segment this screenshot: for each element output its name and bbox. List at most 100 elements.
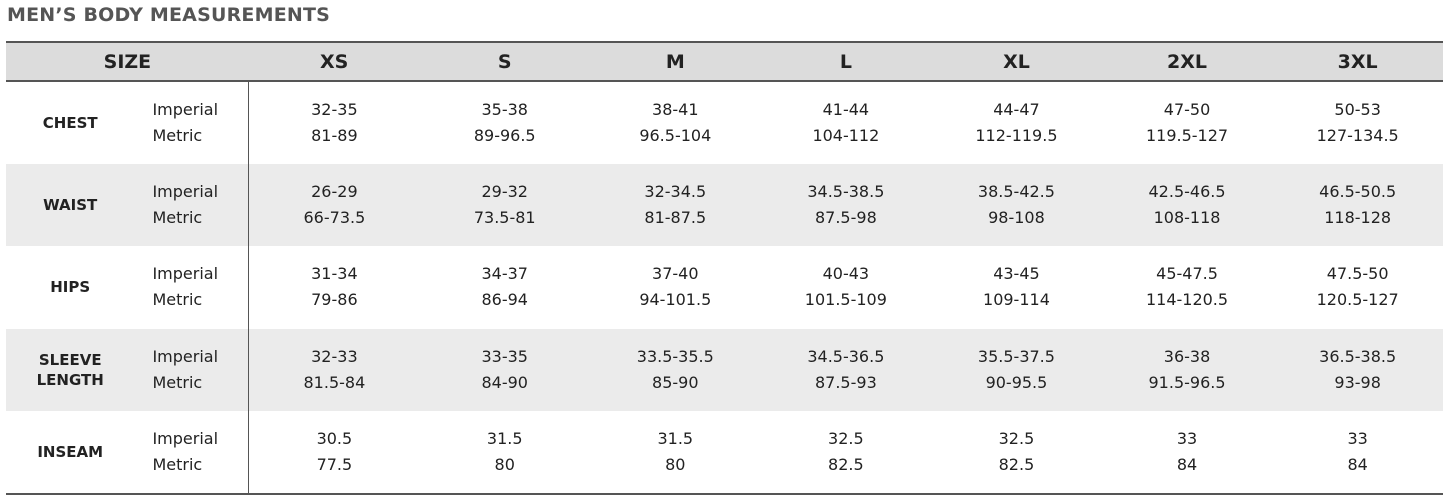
metric-value: 89-96.5 bbox=[473, 125, 536, 145]
table-cell: 31-34 79-86 bbox=[249, 246, 420, 329]
imperial-value: 47.5-50 bbox=[1326, 264, 1389, 284]
category-label: HIPS bbox=[50, 278, 91, 297]
metric-value: 84-90 bbox=[481, 373, 528, 393]
unit-imperial-label: Imperial bbox=[152, 99, 219, 119]
metric-value: 94-101.5 bbox=[639, 290, 712, 310]
imperial-value: 36-38 bbox=[1163, 347, 1211, 367]
imperial-value: 46.5-50.5 bbox=[1319, 181, 1397, 201]
size-header-l: L bbox=[760, 41, 932, 82]
imperial-value: 33.5-35.5 bbox=[636, 347, 714, 367]
imperial-value: 33-35 bbox=[481, 347, 528, 367]
size-chart-table-container: SIZE XS S M L XL 2XL 3XL CHEST Imperial … bbox=[6, 41, 1443, 495]
imperial-value: 35-38 bbox=[481, 99, 528, 119]
metric-value: 112-119.5 bbox=[975, 125, 1058, 145]
table-cell: 38.5-42.5 98-108 bbox=[931, 163, 1102, 247]
category-label-line: LENGTH bbox=[36, 371, 104, 390]
imperial-value: 42.5-46.5 bbox=[1148, 181, 1226, 201]
metric-value: 79-86 bbox=[311, 290, 358, 310]
metric-value: 85-90 bbox=[652, 373, 699, 393]
table-cell: 47.5-50 120.5-127 bbox=[1272, 246, 1443, 329]
metric-value: 120.5-127 bbox=[1316, 290, 1399, 310]
table-cell: 34.5-36.5 87.5-93 bbox=[760, 328, 932, 412]
table-cell: 40-43 101.5-109 bbox=[761, 246, 932, 329]
imperial-value: 34-37 bbox=[481, 264, 528, 284]
unit-labels: Imperial Metric bbox=[134, 163, 250, 247]
table-cell: 33.5-35.5 85-90 bbox=[590, 328, 761, 412]
table-row-chest: CHEST Imperial Metric 32-35 81-89 35-38 89… bbox=[6, 81, 1443, 164]
size-header-2xl: 2XL bbox=[1101, 41, 1273, 82]
imperial-value: 40-43 bbox=[822, 264, 870, 284]
table-cell: 43-45 109-114 bbox=[931, 246, 1102, 329]
imperial-value: 32.5 bbox=[828, 429, 864, 449]
metric-value: 81.5-84 bbox=[303, 373, 366, 393]
table-row-waist: WAIST Imperial Metric 26-29 66-73.5 29-32… bbox=[6, 163, 1443, 247]
table-cell: 37-40 94-101.5 bbox=[590, 246, 761, 329]
metric-value: 86-94 bbox=[481, 290, 528, 310]
imperial-value: 44-47 bbox=[993, 99, 1040, 119]
metric-value: 118-128 bbox=[1324, 207, 1392, 227]
metric-value: 73.5-81 bbox=[473, 207, 536, 227]
imperial-value: 31-34 bbox=[311, 264, 358, 284]
table-cell: 34-37 86-94 bbox=[419, 246, 590, 329]
unit-imperial-label: Imperial bbox=[152, 347, 219, 367]
table-cell: 33-35 84-90 bbox=[419, 328, 590, 412]
metric-value: 81-89 bbox=[311, 125, 358, 145]
metric-value: 101.5-109 bbox=[804, 290, 887, 310]
metric-value: 98-108 bbox=[988, 207, 1045, 227]
unit-labels: Imperial Metric bbox=[134, 411, 250, 495]
metric-value: 84 bbox=[1176, 455, 1198, 475]
size-header-label: SIZE bbox=[6, 41, 249, 82]
imperial-value: 31.5 bbox=[657, 429, 694, 449]
table-cell: 33 84 bbox=[1101, 411, 1273, 495]
table-cell: 46.5-50.5 118-128 bbox=[1272, 163, 1443, 247]
table-cell: 26-29 66-73.5 bbox=[248, 163, 420, 247]
size-chart-table: SIZE XS S M L XL 2XL 3XL CHEST Imperial … bbox=[6, 41, 1443, 495]
table-cell: 31.5 80 bbox=[419, 411, 590, 495]
table-cell: 34.5-38.5 87.5-98 bbox=[760, 163, 932, 247]
imperial-value: 37-40 bbox=[652, 264, 699, 284]
unit-metric-label: Metric bbox=[152, 373, 203, 393]
table-cell: 44-47 112-119.5 bbox=[931, 81, 1102, 164]
table-cell: 36-38 91.5-96.5 bbox=[1101, 328, 1273, 412]
unit-labels: Imperial Metric bbox=[134, 246, 250, 329]
metric-value: 108-118 bbox=[1153, 207, 1221, 227]
category-label: WAIST bbox=[6, 163, 135, 247]
imperial-value: 34.5-38.5 bbox=[807, 181, 885, 201]
imperial-value: 47-50 bbox=[1163, 99, 1211, 119]
unit-metric-label: Metric bbox=[152, 290, 203, 310]
metric-value: 127-134.5 bbox=[1316, 125, 1399, 145]
size-header-m: M bbox=[590, 41, 761, 82]
table-cell: 29-32 73.5-81 bbox=[419, 163, 590, 247]
unit-metric-label: Metric bbox=[152, 125, 203, 145]
table-cell: 36.5-38.5 93-98 bbox=[1272, 328, 1443, 412]
table-cell: 50-53 127-134.5 bbox=[1272, 81, 1443, 164]
table-row-hips: HIPS Imperial Metric 31-34 79-86 34-37 86-… bbox=[6, 246, 1443, 329]
imperial-value: 50-53 bbox=[1334, 99, 1381, 119]
table-cell: 32-35 81-89 bbox=[249, 81, 420, 164]
table-cell: 35.5-37.5 90-95.5 bbox=[931, 328, 1102, 412]
unit-imperial-label: Imperial bbox=[152, 181, 219, 201]
imperial-value: 34.5-36.5 bbox=[807, 347, 885, 367]
metric-value: 82.5 bbox=[998, 455, 1035, 475]
metric-value: 66-73.5 bbox=[303, 207, 366, 227]
table-cell: 33 84 bbox=[1272, 411, 1443, 495]
imperial-value: 45-47.5 bbox=[1156, 264, 1218, 284]
unit-metric-label: Metric bbox=[152, 455, 203, 475]
size-header-3xl: 3XL bbox=[1272, 41, 1443, 82]
imperial-value: 35.5-37.5 bbox=[977, 347, 1055, 367]
metric-value: 91.5-96.5 bbox=[1148, 373, 1226, 393]
table-cell: 32.5 82.5 bbox=[760, 411, 932, 495]
size-header-xl: XL bbox=[931, 41, 1102, 82]
imperial-value: 31.5 bbox=[486, 429, 523, 449]
metric-value: 104-112 bbox=[812, 125, 880, 145]
imperial-value: 32-33 bbox=[311, 347, 358, 367]
metric-value: 81-87.5 bbox=[644, 207, 707, 227]
metric-value: 82.5 bbox=[828, 455, 864, 475]
table-cell: 30.5 77.5 bbox=[248, 411, 420, 495]
imperial-value: 33 bbox=[1176, 429, 1198, 449]
category-label: INSEAM bbox=[6, 411, 135, 495]
imperial-value: 33 bbox=[1347, 429, 1368, 449]
header-row: SIZE XS S M L XL 2XL 3XL bbox=[6, 41, 1443, 82]
metric-value: 87.5-98 bbox=[814, 207, 877, 227]
metric-value: 96.5-104 bbox=[639, 125, 712, 145]
